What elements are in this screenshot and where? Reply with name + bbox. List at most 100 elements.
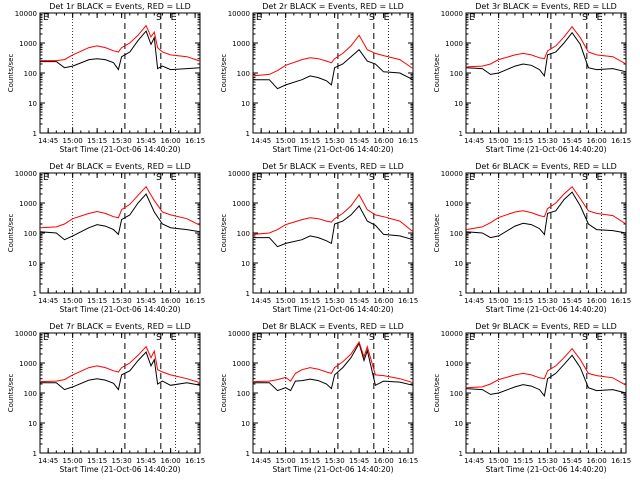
x-tick-label: 15:15 xyxy=(300,297,320,305)
x-axis-label: Start Time (21-Oct-06 14:40:20) xyxy=(272,305,393,314)
y-tick-label: 10 xyxy=(28,420,37,428)
events-series-line xyxy=(40,351,201,391)
plot-frame xyxy=(252,332,414,454)
events-series-line xyxy=(465,191,627,239)
x-tick-label: 16:00 xyxy=(587,457,607,465)
x-tick-label: 15:45 xyxy=(349,137,369,145)
plot-frame xyxy=(465,172,627,294)
y-tick-label: 10000 xyxy=(441,330,463,338)
x-tick-label: 15:30 xyxy=(325,297,345,305)
x-tick-label: 16:15 xyxy=(185,297,205,305)
events-series-line xyxy=(40,30,201,71)
events-series-line xyxy=(253,48,414,90)
x-tick-label: 15:00 xyxy=(63,137,83,145)
panel-title: Det 7r BLACK = Events, RED = LLD xyxy=(49,322,191,331)
x-tick-label: 16:00 xyxy=(587,297,607,305)
left-marker: E xyxy=(43,333,49,343)
y-tick-label: 1000 xyxy=(232,200,250,208)
x-tick-label: 16:00 xyxy=(374,297,394,305)
end-marker: E xyxy=(171,173,177,183)
panel-title: Det 5r BLACK = Events, RED = LLD xyxy=(262,162,404,171)
y-tick-label: 1000 xyxy=(232,40,250,48)
events-series-line xyxy=(465,354,627,398)
x-tick-label: 15:15 xyxy=(513,457,533,465)
y-tick-label: 10 xyxy=(454,420,463,428)
y-tick-label: 100 xyxy=(450,70,463,78)
x-tick-label: 15:15 xyxy=(87,457,107,465)
end-marker: E xyxy=(384,13,390,23)
detector-panel: Det 2r BLACK = Events, RED = LLD 1 10 100 10… xyxy=(220,2,418,154)
x-tick-label: 16:00 xyxy=(587,137,607,145)
y-tick-label: 1 xyxy=(459,130,463,138)
y-axis-label: Counts/sec xyxy=(7,214,15,253)
x-tick-label: 16:00 xyxy=(161,137,181,145)
x-tick-label: 16:15 xyxy=(185,457,205,465)
x-tick-label: 15:00 xyxy=(276,457,296,465)
x-tick-label: 15:45 xyxy=(349,457,369,465)
x-tick-label: 16:15 xyxy=(398,137,418,145)
y-tick-label: 10000 xyxy=(15,330,37,338)
end-marker: E xyxy=(597,173,603,183)
x-tick-label: 15:30 xyxy=(112,137,132,145)
x-axis-label: Start Time (21-Oct-06 14:40:20) xyxy=(485,145,606,154)
x-tick-label: 15:30 xyxy=(325,457,345,465)
x-tick-label: 14:45 xyxy=(464,457,484,465)
y-tick-label: 10000 xyxy=(15,170,37,178)
y-axis-label: Counts/sec xyxy=(220,214,228,253)
y-axis-label: Counts/sec xyxy=(7,54,15,93)
x-tick-label: 15:45 xyxy=(136,137,156,145)
x-tick-label: 16:15 xyxy=(398,457,418,465)
end-marker: E xyxy=(171,333,177,343)
x-tick-label: 14:45 xyxy=(464,137,484,145)
panel-title: Det 8r BLACK = Events, RED = LLD xyxy=(262,322,404,331)
y-tick-label: 10 xyxy=(454,260,463,268)
y-tick-label: 100 xyxy=(237,390,250,398)
x-tick-label: 15:45 xyxy=(562,457,582,465)
panel-title: Det 4r BLACK = Events, RED = LLD xyxy=(49,162,191,171)
y-tick-label: 1 xyxy=(459,450,463,458)
left-marker: E xyxy=(256,333,262,343)
lld-series-line xyxy=(465,185,627,231)
y-axis-label: Counts/sec xyxy=(433,214,441,253)
x-tick-label: 14:45 xyxy=(251,457,271,465)
y-tick-label: 10000 xyxy=(15,10,37,18)
panel-title: Det 2r BLACK = Events, RED = LLD xyxy=(262,2,404,11)
y-tick-label: 100 xyxy=(450,390,463,398)
y-tick-label: 10 xyxy=(454,100,463,108)
x-tick-label: 15:00 xyxy=(489,297,509,305)
left-marker: E xyxy=(469,173,475,183)
end-marker: E xyxy=(171,13,177,23)
y-tick-label: 10000 xyxy=(228,10,250,18)
x-tick-label: 15:15 xyxy=(513,297,533,305)
end-marker: E xyxy=(597,13,603,23)
x-tick-label: 15:45 xyxy=(562,137,582,145)
y-axis-label: Counts/sec xyxy=(433,374,441,413)
lld-series-line xyxy=(252,34,414,77)
lld-series-line xyxy=(40,24,201,62)
x-tick-label: 15:45 xyxy=(562,297,582,305)
y-axis-label: Counts/sec xyxy=(220,54,228,93)
y-tick-label: 1 xyxy=(459,290,463,298)
x-tick-label: 16:00 xyxy=(374,137,394,145)
y-tick-label: 1000 xyxy=(445,40,463,48)
y-tick-label: 1000 xyxy=(19,360,37,368)
y-tick-label: 1000 xyxy=(19,40,37,48)
x-axis-label: Start Time (21-Oct-06 14:40:20) xyxy=(59,465,180,474)
y-tick-label: 100 xyxy=(450,230,463,238)
x-tick-label: 16:00 xyxy=(161,457,181,465)
plot-frame xyxy=(39,12,201,134)
y-tick-label: 100 xyxy=(24,230,37,238)
detector-panel: Det 5r BLACK = Events, RED = LLD 1 10 100 10… xyxy=(220,162,418,314)
left-marker: E xyxy=(469,333,475,343)
y-tick-label: 10 xyxy=(28,260,37,268)
y-tick-label: 1 xyxy=(33,290,37,298)
end-marker: E xyxy=(597,333,603,343)
y-tick-label: 100 xyxy=(24,390,37,398)
left-marker: E xyxy=(43,13,49,23)
plot-frame xyxy=(465,332,627,454)
x-tick-label: 15:30 xyxy=(112,297,132,305)
x-tick-label: 16:00 xyxy=(161,297,181,305)
y-tick-label: 1000 xyxy=(445,200,463,208)
x-axis-label: Start Time (21-Oct-06 14:40:20) xyxy=(485,305,606,314)
